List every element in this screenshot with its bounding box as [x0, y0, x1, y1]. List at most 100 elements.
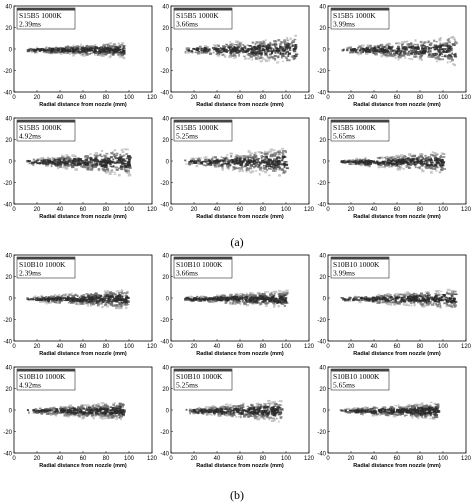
y-tick-label: 0 [9, 409, 13, 415]
y-tick-label: 0 [166, 48, 170, 54]
y-tick-label: 0 [166, 160, 170, 166]
y-tick-label: -40 [160, 340, 169, 346]
y-tick-label: 40 [162, 254, 169, 260]
y-tick-label: 0 [9, 297, 13, 303]
x-tick-label: 40 [57, 344, 64, 350]
y-tick-label: -20 [3, 430, 12, 436]
y-tick-label: 40 [5, 5, 12, 11]
x-tick-label: 40 [214, 456, 221, 462]
condition-label: S10B10 1000K [19, 372, 66, 381]
time-label: 5.65ms [333, 132, 355, 141]
x-tick-label: 40 [371, 95, 378, 101]
x-tick-label: 80 [260, 456, 267, 462]
x-tick-label: 120 [304, 207, 315, 213]
x-tick-label: 80 [260, 95, 267, 101]
x-tick-label: 20 [34, 456, 41, 462]
y-tick-label: 40 [162, 117, 169, 123]
y-tick-label: 0 [323, 409, 327, 415]
y-tick-label: -20 [160, 430, 169, 436]
y-tick-label: 0 [166, 297, 170, 303]
spray-plume [184, 147, 289, 177]
x-tick-label: 0 [169, 456, 173, 462]
y-tick-label: 0 [166, 409, 170, 415]
condition-label: S15B5 1000K [176, 11, 219, 20]
x-tick-label: 120 [304, 95, 315, 101]
x-tick-label: 20 [191, 207, 198, 213]
y-tick-label: -40 [160, 91, 169, 97]
y-tick-label: -40 [317, 91, 326, 97]
y-tick-label: 40 [162, 5, 169, 11]
x-tick-label: 120 [147, 456, 158, 462]
condition-label: S15B5 1000K [19, 123, 62, 132]
time-label: 3.66ms [176, 269, 198, 278]
x-tick-label: 0 [12, 344, 16, 350]
x-tick-label: 40 [371, 456, 378, 462]
x-tick-label: 20 [34, 207, 41, 213]
x-tick-label: 80 [103, 95, 110, 101]
x-tick-label: 60 [394, 207, 401, 213]
spray-plume [184, 34, 299, 64]
x-tick-label: 0 [169, 95, 173, 101]
y-tick-label: 20 [319, 26, 326, 32]
x-axis-label: Radial distance from nozzle (mm) [353, 463, 441, 469]
y-tick-label: 0 [323, 160, 327, 166]
x-axis-label: Radial distance from nozzle (mm) [196, 102, 284, 108]
y-tick-label: 40 [319, 5, 326, 11]
time-label: 2.39ms [19, 20, 41, 29]
y-tick-label: -20 [317, 318, 326, 324]
y-tick-label: -20 [3, 181, 12, 187]
y-tick-label: -20 [160, 69, 169, 75]
y-tick-label: 20 [319, 138, 326, 144]
y-tick-label: -40 [317, 452, 326, 458]
spray-plume [26, 148, 132, 177]
x-tick-label: 20 [34, 344, 41, 350]
x-tick-label: 60 [394, 95, 401, 101]
x-tick-label: 80 [260, 207, 267, 213]
x-tick-label: 0 [326, 207, 330, 213]
time-label: 3.99ms [333, 20, 355, 29]
label-bar [331, 257, 389, 260]
x-tick-label: 80 [417, 456, 424, 462]
x-tick-label: 100 [281, 95, 292, 101]
caption-b: (b) [230, 488, 244, 502]
x-tick-label: 60 [394, 344, 401, 350]
x-tick-label: 80 [103, 344, 110, 350]
x-tick-label: 0 [169, 207, 173, 213]
x-tick-label: 0 [12, 207, 16, 213]
label-bar [17, 8, 75, 11]
x-tick-label: 60 [80, 95, 87, 101]
y-tick-label: 20 [319, 275, 326, 281]
y-tick-label: 40 [5, 366, 12, 372]
x-tick-label: 20 [348, 207, 355, 213]
x-axis-label: Radial distance from nozzle (mm) [39, 102, 127, 108]
y-tick-label: 20 [162, 275, 169, 281]
x-tick-label: 80 [103, 456, 110, 462]
y-tick-label: 20 [162, 138, 169, 144]
x-tick-label: 80 [260, 344, 267, 350]
y-tick-label: 0 [9, 160, 13, 166]
x-tick-label: 80 [417, 207, 424, 213]
x-tick-label: 120 [304, 344, 315, 350]
time-label: 3.66ms [176, 20, 198, 29]
condition-label: S15B5 1000K [333, 123, 376, 132]
label-bar [174, 120, 232, 123]
x-tick-label: 0 [326, 95, 330, 101]
y-tick-label: 0 [323, 297, 327, 303]
x-axis-label: Radial distance from nozzle (mm) [353, 214, 441, 220]
x-tick-label: 120 [304, 456, 315, 462]
x-tick-label: 80 [103, 207, 110, 213]
spray-plume [340, 151, 446, 174]
y-tick-label: 40 [5, 117, 12, 123]
y-tick-label: 20 [5, 26, 12, 32]
x-tick-label: 40 [371, 344, 378, 350]
y-tick-label: 0 [323, 48, 327, 54]
spray-plume [184, 289, 289, 308]
y-tick-label: -40 [317, 203, 326, 209]
x-tick-label: 40 [214, 95, 221, 101]
